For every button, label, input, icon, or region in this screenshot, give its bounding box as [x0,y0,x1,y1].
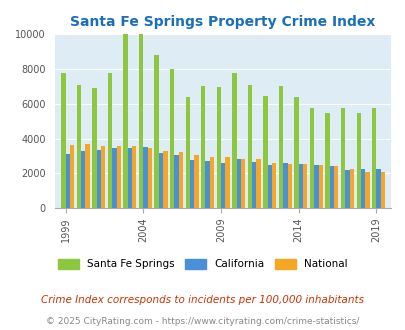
Bar [294,97,298,208]
Bar [66,154,70,208]
Bar [371,108,375,208]
Bar [70,145,74,208]
Bar [340,108,345,208]
Bar [154,55,158,208]
Bar [128,148,132,208]
Bar [282,163,287,208]
Bar [205,161,209,208]
Bar [96,150,101,208]
Bar [247,85,252,208]
Bar [200,85,205,208]
Bar [225,157,229,208]
Bar [236,158,240,208]
Bar [333,166,338,208]
Bar [174,155,178,208]
Bar [81,151,85,208]
Bar [298,164,302,208]
Bar [216,87,220,208]
Bar [147,148,151,208]
Bar [163,151,167,208]
Bar [123,34,128,208]
Bar [252,162,256,208]
Bar [287,164,291,208]
Bar [318,165,322,208]
Bar [170,69,174,208]
Bar [158,153,163,208]
Bar [61,73,66,208]
Bar [209,157,213,208]
Bar [380,172,384,208]
Bar [112,148,116,208]
Bar [302,164,307,208]
Bar [143,147,147,208]
Bar [92,88,96,208]
Text: Crime Index corresponds to incidents per 100,000 inhabitants: Crime Index corresponds to incidents per… [41,295,364,305]
Bar [240,158,245,208]
Bar [375,169,380,208]
Title: Santa Fe Springs Property Crime Index: Santa Fe Springs Property Crime Index [70,15,375,29]
Bar [329,166,333,208]
Bar [101,147,105,208]
Bar [116,146,121,208]
Bar [220,163,225,208]
Legend: Santa Fe Springs, California, National: Santa Fe Springs, California, National [54,255,351,274]
Bar [108,73,112,208]
Bar [271,163,276,208]
Bar [309,108,313,208]
Bar [313,165,318,208]
Bar [256,158,260,208]
Text: © 2025 CityRating.com - https://www.cityrating.com/crime-statistics/: © 2025 CityRating.com - https://www.city… [46,317,359,326]
Bar [364,172,369,208]
Bar [356,114,360,208]
Bar [77,85,81,208]
Bar [267,165,271,208]
Bar [349,169,353,208]
Bar [190,160,194,208]
Bar [360,169,364,208]
Bar [325,114,329,208]
Bar [278,86,282,208]
Bar [85,144,90,208]
Bar [345,170,349,208]
Bar [185,97,190,208]
Bar [232,73,236,208]
Bar [132,147,136,208]
Bar [139,34,143,208]
Bar [178,151,183,208]
Bar [194,155,198,208]
Bar [262,96,267,208]
